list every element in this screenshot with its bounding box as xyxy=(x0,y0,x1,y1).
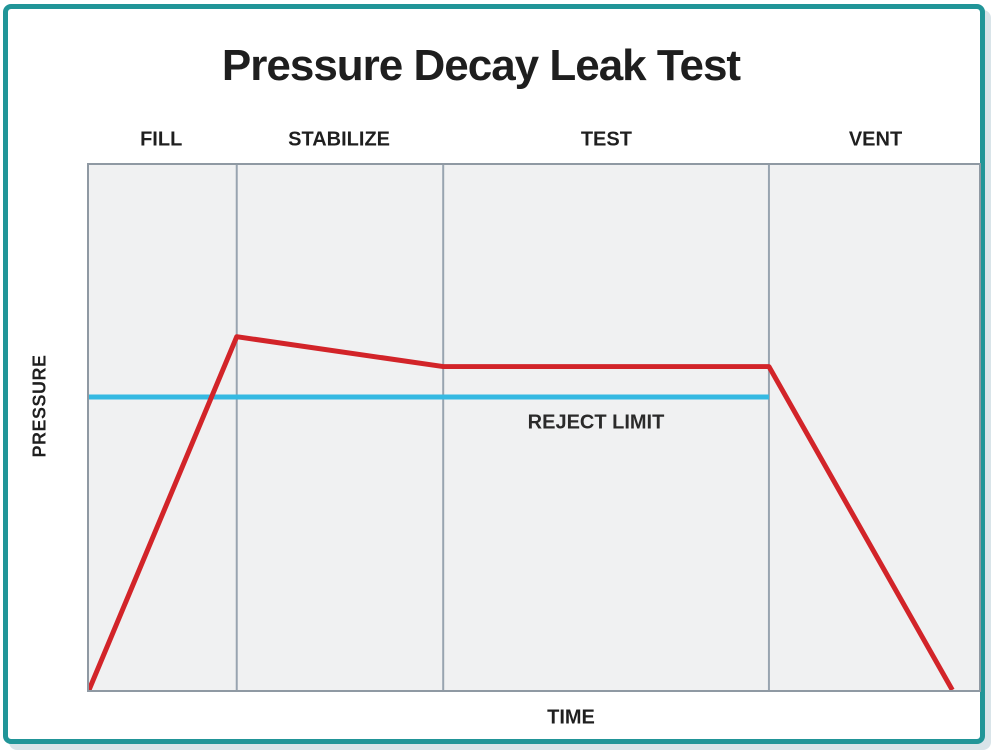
x-axis-label: TIME xyxy=(547,706,595,729)
phase-label-test: TEST xyxy=(580,128,632,151)
phase-label-fill: FILL xyxy=(140,128,183,151)
reject-limit-label: REJECT LIMIT xyxy=(527,411,665,434)
phase-label-vent: VENT xyxy=(848,128,903,151)
pressure-curve-line xyxy=(89,334,955,690)
plot-svg xyxy=(89,165,955,690)
plot-area xyxy=(87,163,981,692)
phase-label-stabilize: STABILIZE xyxy=(288,128,391,151)
chart-title: Pressure Decay Leak Test xyxy=(221,41,741,90)
chart-frame: Pressure Decay Leak Test FILL STABILIZE … xyxy=(3,4,985,744)
y-axis-label: PRESSURE xyxy=(29,354,50,458)
